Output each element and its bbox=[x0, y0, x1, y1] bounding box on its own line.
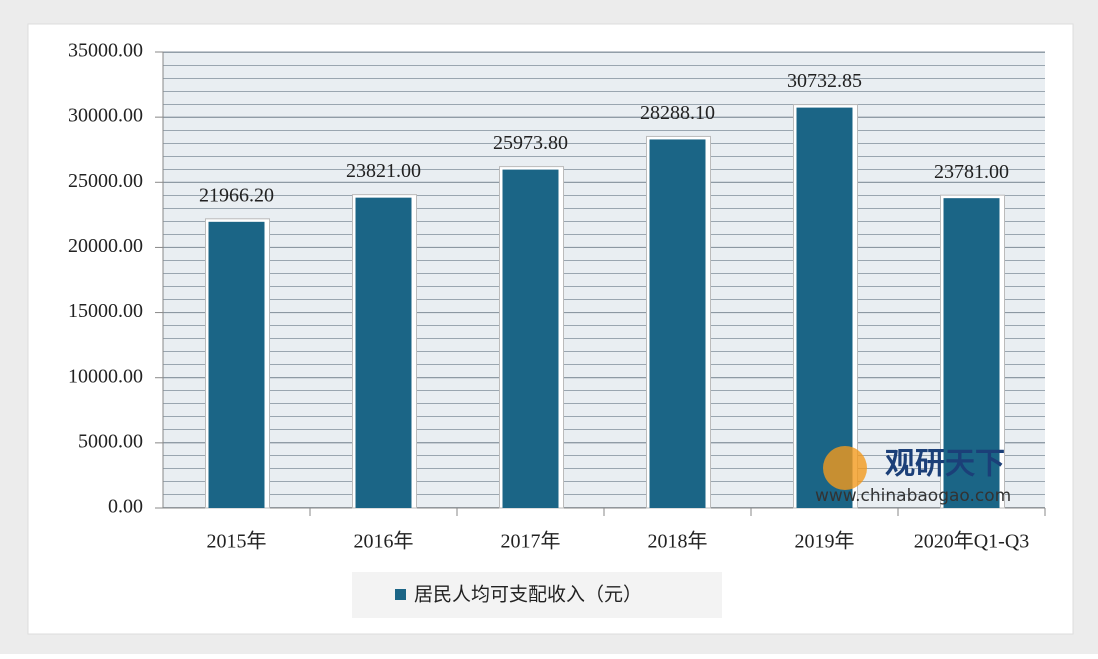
y-tick-label: 20000.00 bbox=[68, 235, 143, 257]
bar bbox=[502, 169, 559, 508]
y-tick-label: 5000.00 bbox=[78, 430, 143, 452]
watermark: 观研天下 www.chinabaogao.com bbox=[815, 446, 1011, 506]
watermark-name: 观研天下 bbox=[885, 447, 1005, 482]
x-tick-label: 2020年Q1-Q3 bbox=[914, 530, 1030, 553]
bar bbox=[796, 107, 853, 508]
x-tick-label: 2019年 bbox=[795, 530, 855, 553]
watermark-url: www.chinabaogao.com bbox=[815, 486, 1011, 506]
legend-swatch bbox=[395, 589, 406, 600]
x-tick-label: 2018年 bbox=[648, 530, 708, 553]
bar bbox=[649, 139, 706, 508]
bar bbox=[943, 198, 1000, 508]
data-label: 28288.10 bbox=[640, 102, 715, 124]
y-tick-label: 25000.00 bbox=[68, 170, 143, 192]
data-label: 25973.80 bbox=[493, 132, 568, 154]
legend-box bbox=[352, 572, 722, 618]
y-tick-label: 10000.00 bbox=[68, 365, 143, 387]
y-tick-label: 30000.00 bbox=[68, 105, 143, 127]
data-label: 21966.20 bbox=[199, 184, 274, 206]
data-label: 23781.00 bbox=[934, 161, 1009, 183]
y-tick-label: 35000.00 bbox=[68, 40, 143, 62]
data-label: 30732.85 bbox=[787, 70, 862, 92]
bar bbox=[208, 221, 265, 508]
y-tick-label: 0.00 bbox=[108, 496, 143, 518]
x-tick-label: 2016年 bbox=[354, 530, 414, 553]
y-tick-label: 15000.00 bbox=[68, 300, 143, 322]
x-tick-label: 2015年 bbox=[207, 530, 267, 553]
bar bbox=[355, 197, 412, 508]
plot-area bbox=[163, 52, 1045, 508]
x-tick-label: 2017年 bbox=[501, 530, 561, 553]
data-label: 23821.00 bbox=[346, 160, 421, 182]
watermark-logo bbox=[823, 446, 867, 490]
legend-label: 居民人均可支配收入（元） bbox=[414, 584, 642, 606]
